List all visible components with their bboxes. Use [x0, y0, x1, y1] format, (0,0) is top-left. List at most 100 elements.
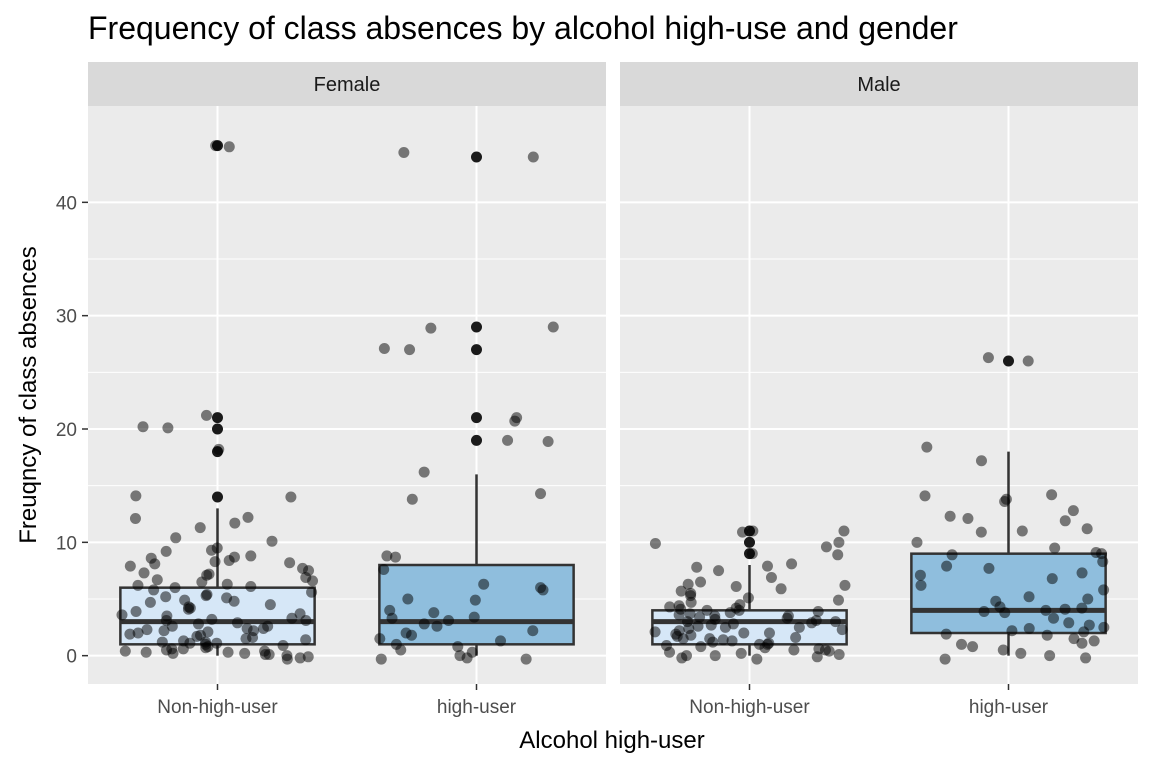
data-point	[762, 638, 774, 650]
panel-male: Male Non-high-user high-user	[620, 62, 1138, 718]
data-point	[746, 548, 758, 560]
data-point	[1048, 612, 1060, 624]
data-point	[838, 525, 850, 537]
data-point	[742, 592, 754, 604]
data-point	[130, 605, 142, 617]
data-point	[285, 491, 297, 503]
data-point	[921, 441, 933, 453]
data-point	[203, 568, 215, 580]
data-point	[833, 536, 845, 548]
data-point	[284, 557, 296, 569]
y-tick-label: 40	[56, 193, 77, 214]
data-point	[705, 619, 717, 631]
data-point	[1082, 593, 1094, 605]
outlier-point	[471, 434, 482, 446]
data-point	[806, 617, 818, 629]
data-point	[398, 146, 410, 158]
data-point	[221, 578, 233, 590]
data-point	[140, 646, 152, 658]
data-point	[495, 635, 507, 647]
data-point	[245, 581, 257, 593]
data-point	[374, 633, 386, 645]
data-point	[649, 537, 661, 549]
data-point	[170, 532, 182, 544]
data-point	[245, 550, 257, 562]
outlier-point	[212, 491, 223, 503]
data-point	[206, 613, 218, 625]
data-point	[681, 616, 693, 628]
facet-label-female: Female	[314, 74, 381, 96]
data-point	[664, 646, 676, 658]
data-point	[1067, 505, 1079, 517]
y-axis: 0 10 20 30 40	[56, 193, 88, 668]
data-point	[542, 435, 554, 447]
outlier-point	[471, 412, 482, 424]
data-point	[469, 594, 481, 606]
data-point	[782, 610, 794, 622]
outlier-point	[212, 412, 223, 424]
data-point	[685, 596, 697, 608]
data-point	[695, 576, 707, 588]
data-point	[156, 636, 168, 648]
data-point	[378, 343, 390, 355]
data-point	[982, 352, 994, 364]
data-point	[138, 567, 150, 579]
data-point	[730, 581, 742, 593]
data-point	[1041, 629, 1053, 641]
data-point	[130, 490, 142, 502]
data-point	[210, 140, 222, 152]
data-point	[751, 653, 763, 665]
data-point	[211, 637, 223, 649]
data-point	[137, 421, 149, 433]
data-point	[919, 490, 931, 502]
data-point	[213, 443, 225, 455]
data-point	[281, 653, 293, 665]
data-point	[228, 595, 240, 607]
data-point	[389, 551, 401, 563]
data-point	[402, 593, 414, 605]
data-point	[709, 650, 721, 662]
outlier-point	[1003, 355, 1014, 367]
data-point	[726, 635, 738, 647]
data-point	[302, 651, 314, 663]
data-point	[812, 605, 824, 617]
data-point	[1076, 637, 1088, 649]
data-point	[200, 590, 212, 602]
data-point	[294, 652, 306, 664]
data-point	[713, 565, 725, 577]
data-point	[682, 578, 694, 590]
data-point	[286, 612, 298, 624]
data-point	[406, 493, 418, 505]
data-point	[738, 627, 750, 639]
data-point	[222, 646, 234, 658]
data-point	[694, 611, 706, 623]
data-point	[733, 604, 745, 616]
box-iqr	[910, 552, 1107, 635]
facet-strip	[620, 62, 1138, 106]
data-point	[1046, 489, 1058, 501]
data-point	[395, 644, 407, 656]
data-point	[149, 558, 161, 570]
data-point	[790, 632, 802, 644]
data-point	[793, 621, 805, 633]
data-point	[452, 641, 464, 653]
data-point	[520, 653, 532, 665]
data-point	[418, 618, 430, 630]
data-point	[259, 649, 271, 661]
data-point	[306, 586, 318, 598]
data-point	[915, 579, 927, 591]
data-point	[941, 560, 953, 572]
data-point	[701, 604, 713, 616]
data-point	[944, 510, 956, 522]
outlier-point	[471, 344, 482, 356]
data-point	[775, 583, 787, 595]
data-point	[431, 620, 443, 632]
data-point	[735, 647, 747, 659]
data-point	[166, 620, 178, 632]
data-point	[1098, 584, 1110, 596]
data-point	[378, 564, 390, 576]
data-point	[266, 535, 278, 547]
data-point	[999, 607, 1011, 619]
data-point	[1044, 650, 1056, 662]
jitter-points-non-high-user	[649, 525, 851, 665]
